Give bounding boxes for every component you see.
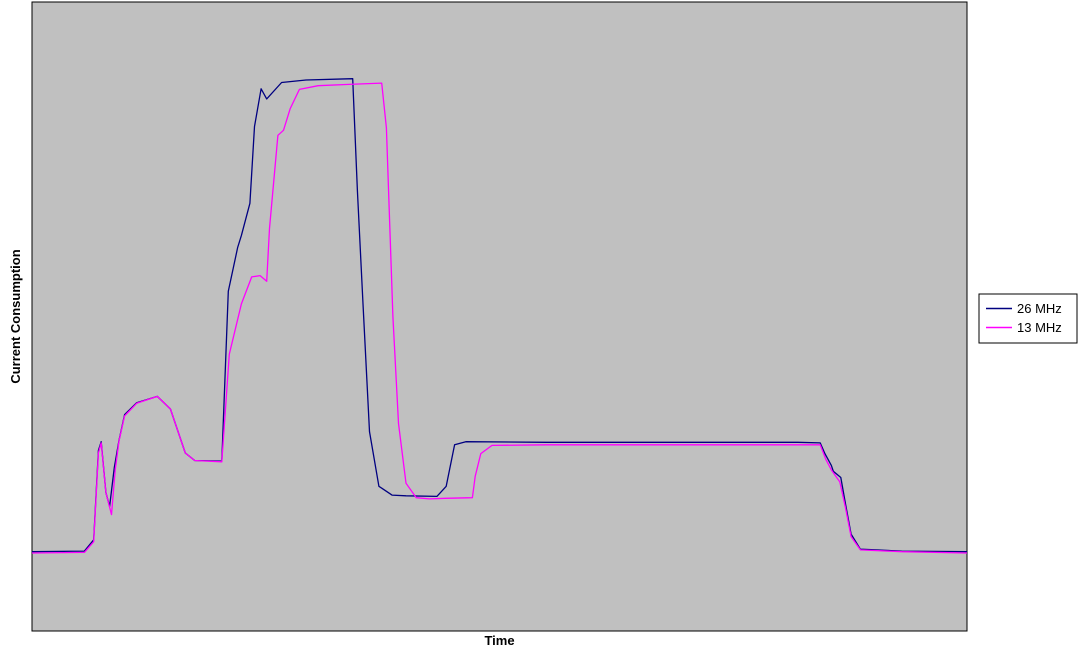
plot-area [31,1,968,632]
y-axis-title: Current Consumption [8,249,23,383]
legend-label-26mhz: 26 MHz [1017,301,1062,316]
legend-box [978,293,1078,344]
series-layer [31,78,968,554]
x-axis-title: Time [484,633,514,648]
legend-label-13mhz: 13 MHz [1017,320,1062,335]
series-line-13mhz [31,82,968,554]
legend: 26 MHz 13 MHz [978,293,1078,344]
